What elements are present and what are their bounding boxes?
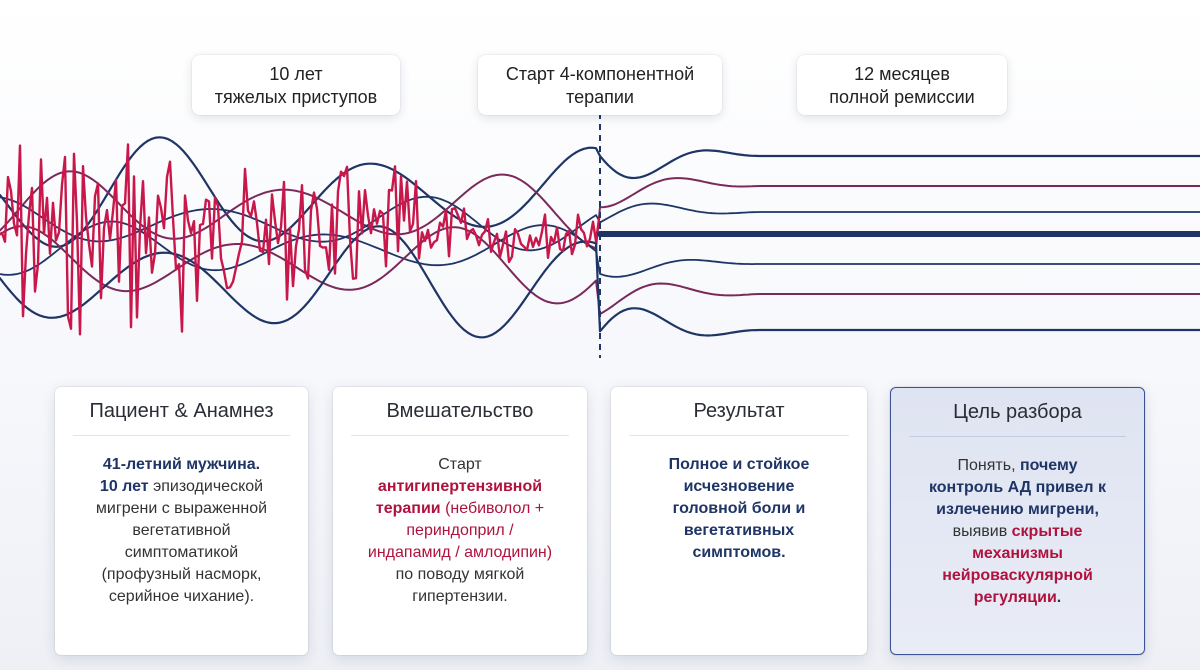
card-result-title: Результат [629,387,849,436]
card-result-body: Полное и стойкое исчезновение головной б… [668,456,810,561]
card-result: Результат Полное и стойкое исчезновение … [611,387,867,655]
label-therapy-start-line1: Старт 4-компонентной [505,64,695,84]
card-patient-title: Пациент & Анамнез [73,387,290,436]
card-patient: Пациент & Анамнез 41-летний мужчина. 10 … [55,387,308,655]
envelope-wave-6 [0,225,1200,339]
card-patient-body: 41-летний мужчина. 10 лет эпизодической … [55,436,308,608]
envelope-wave-1 [0,136,1200,248]
label-remission-line1: 12 месяцев [854,64,950,84]
label-therapy-start-line2: терапии [566,87,634,107]
label-remission: 12 месяцев полной ремиссии [797,55,1007,115]
card-goal-body: Понять, почему контроль АД привел к изле… [928,457,1107,606]
label-heavy-attacks-line1: 10 лет [269,64,323,84]
card-intervention-body: Старт антигипертензивной терапии (небиво… [333,436,587,608]
patient-age: 41-летний мужчина. [102,456,261,473]
envelope-wave-3 [0,195,1200,252]
label-heavy-attacks-line2: тяжелых приступов [214,87,378,107]
label-therapy-start: Старт 4-компонентной терапии [478,55,722,115]
card-intervention-title: Вмешательство [351,387,569,436]
card-intervention: Вмешательство Старт антигипертензивной т… [333,387,587,655]
card-goal-title: Цель разбора [909,388,1126,437]
chaotic-migraine-signal [0,143,601,336]
label-remission-line2: полной ремиссии [829,87,975,107]
label-heavy-attacks: 10 лет тяжелых приступов [192,55,400,115]
therapy-highlight: антигипертензивной [377,478,543,495]
patient-duration: 10 лет [99,478,149,495]
card-goal: Цель разбора Понять, почему контроль АД … [890,387,1145,655]
waveform-illustration [0,113,1200,358]
